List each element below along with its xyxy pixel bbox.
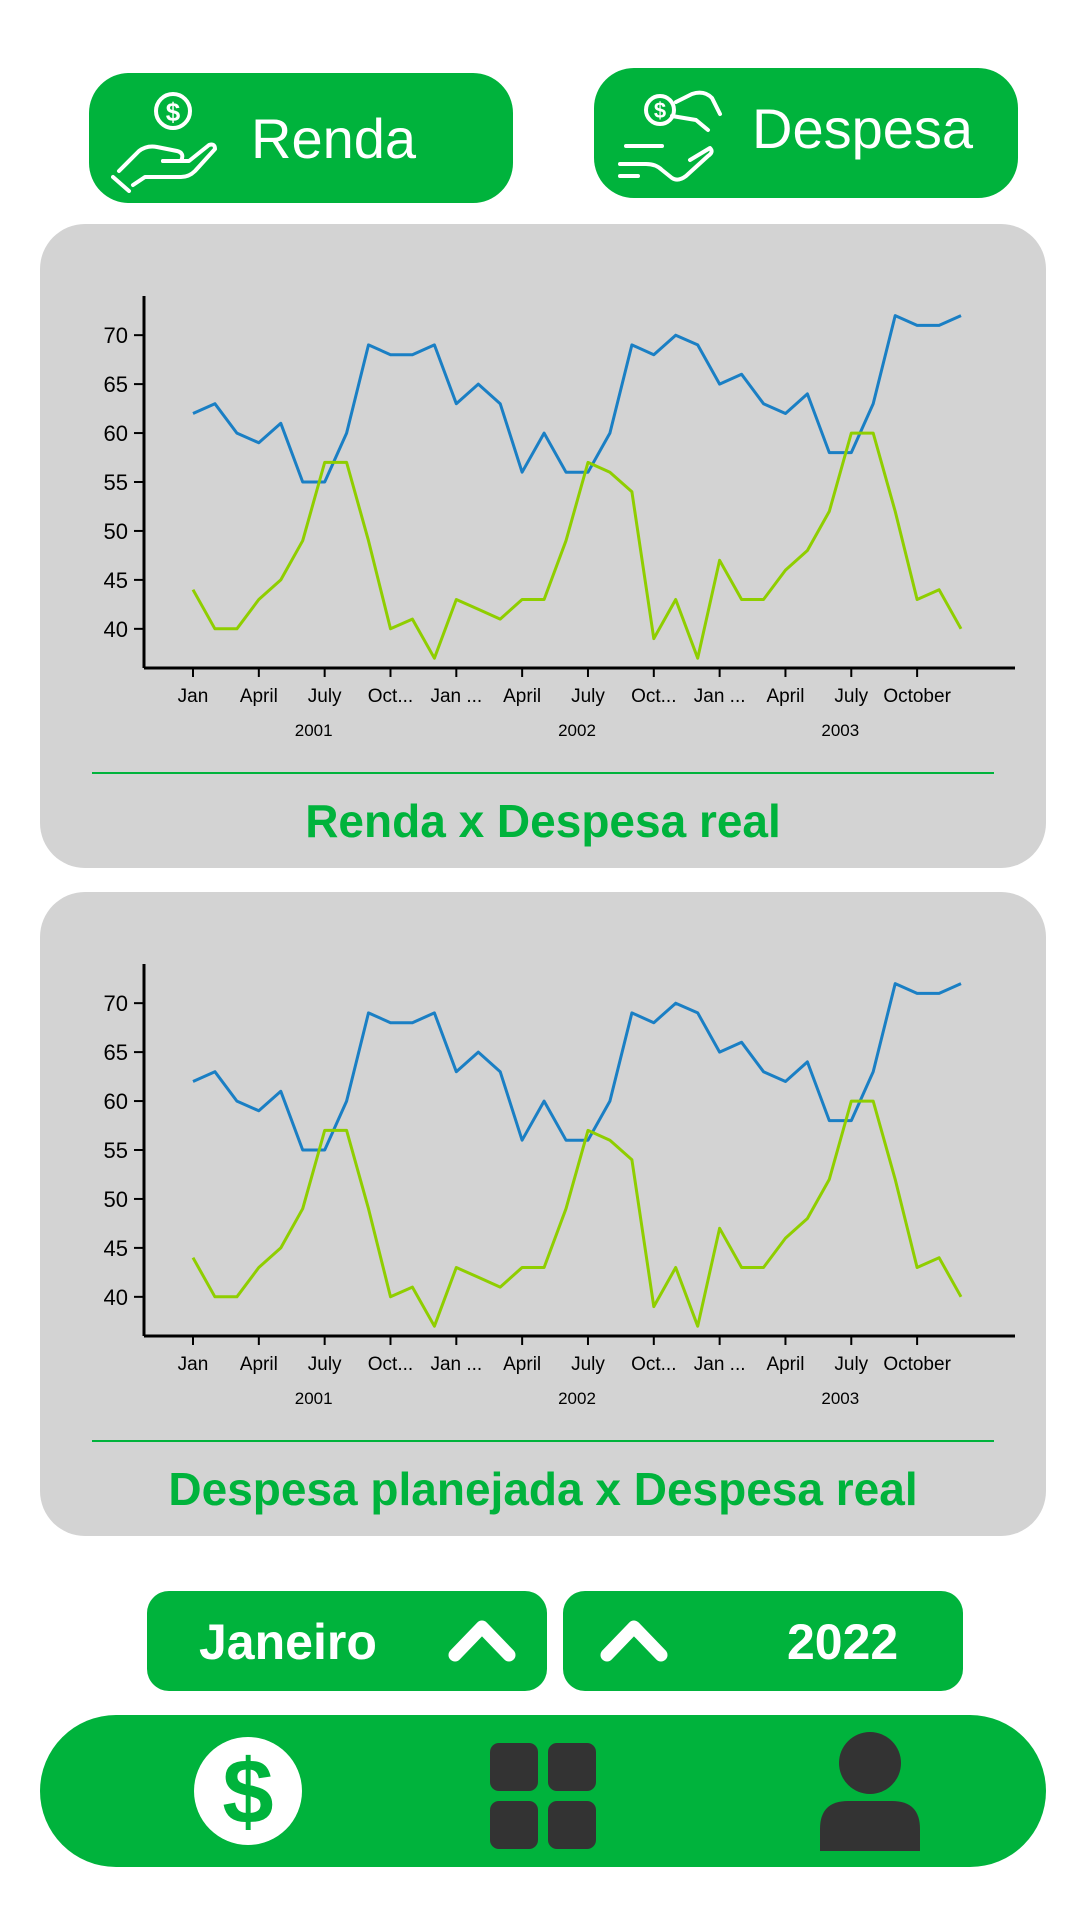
y-tick-label: 60 xyxy=(104,421,128,446)
x-tick-label: July xyxy=(308,1354,342,1375)
y-tick-label: 50 xyxy=(104,519,128,544)
svg-text:$: $ xyxy=(166,97,181,127)
x-tick-label: Oct... xyxy=(631,686,676,707)
x-tick-label: Jan xyxy=(178,1354,209,1375)
x-tick-label: April xyxy=(766,1354,804,1375)
y-tick-label: 45 xyxy=(104,568,128,593)
x-tick-label: Jan xyxy=(178,686,209,707)
line-chart: 40 45 50 55 60 65 70 Jan April July Oct... Jan ... A… xyxy=(104,964,1015,1408)
series-line-1 xyxy=(192,982,962,1152)
dollar-circle-icon[interactable]: $ xyxy=(192,1735,304,1847)
month-value: Janeiro xyxy=(199,1614,377,1670)
chart-card-renda-despesa: 40 45 50 55 60 65 70 Jan April July Oct... Jan ... A… xyxy=(40,224,1046,868)
chevron-up-icon[interactable] xyxy=(599,1615,669,1665)
x-group-label: 2001 xyxy=(295,1389,333,1408)
x-tick-label: April xyxy=(503,1354,541,1375)
chart-title: Despesa planejada x Despesa real xyxy=(168,1463,918,1515)
series-line-2 xyxy=(191,1099,963,1328)
x-tick-label: April xyxy=(240,686,278,707)
grid-icon[interactable] xyxy=(490,1743,596,1849)
y-tick-label: 55 xyxy=(104,470,128,495)
y-tick-label: 65 xyxy=(104,1040,128,1065)
y-tick-label: 65 xyxy=(104,372,128,397)
line-chart: 40 45 50 55 60 65 70 Jan April July Oct... Jan ... A… xyxy=(104,296,1015,740)
x-tick-label: July xyxy=(308,686,342,707)
despesa-button[interactable]: $ Despesa xyxy=(594,68,1018,198)
y-tick-label: 70 xyxy=(104,991,128,1016)
x-tick-label: Jan ... xyxy=(694,686,746,707)
year-selector[interactable]: 2022 xyxy=(563,1591,963,1691)
x-group-label: 2002 xyxy=(558,721,596,740)
chart-title: Renda x Despesa real xyxy=(305,795,781,847)
y-tick-label: 40 xyxy=(104,1285,128,1310)
x-tick-label: April xyxy=(240,1354,278,1375)
x-tick-label: October xyxy=(883,686,951,707)
y-tick-label: 70 xyxy=(104,323,128,348)
x-tick-label: July xyxy=(571,686,605,707)
chart-card-planejada-real: 40 45 50 55 60 65 70 Jan April July Oct... Jan ... A… xyxy=(40,892,1046,1536)
month-selector[interactable]: Janeiro xyxy=(147,1591,547,1691)
x-tick-label: July xyxy=(834,1354,868,1375)
x-tick-label: July xyxy=(834,686,868,707)
x-tick-label: April xyxy=(766,686,804,707)
hand-coin-icon: $ xyxy=(111,92,217,193)
svg-text:$: $ xyxy=(654,98,666,123)
despesa-label: Despesa xyxy=(752,97,974,160)
x-group-label: 2003 xyxy=(821,1389,859,1408)
x-tick-label: October xyxy=(883,1354,951,1375)
x-tick-label: Jan ... xyxy=(430,1354,482,1375)
x-tick-label: Oct... xyxy=(368,686,413,707)
user-icon[interactable] xyxy=(818,1731,922,1851)
y-tick-label: 55 xyxy=(104,1138,128,1163)
renda-button[interactable]: $ Renda xyxy=(89,73,513,203)
x-tick-label: April xyxy=(503,686,541,707)
series-line-2 xyxy=(191,431,963,660)
x-group-label: 2002 xyxy=(558,1389,596,1408)
x-group-label: 2003 xyxy=(821,721,859,740)
renda-label: Renda xyxy=(251,107,417,170)
x-tick-label: Jan ... xyxy=(694,1354,746,1375)
bottom-nav: $ xyxy=(40,1715,1046,1867)
divider xyxy=(92,1440,994,1442)
y-tick-label: 45 xyxy=(104,1236,128,1261)
x-tick-label: July xyxy=(571,1354,605,1375)
x-group-label: 2001 xyxy=(295,721,333,740)
svg-text:$: $ xyxy=(222,1741,273,1843)
year-value: 2022 xyxy=(787,1614,899,1670)
chevron-up-icon[interactable] xyxy=(447,1615,517,1665)
y-tick-label: 60 xyxy=(104,1089,128,1114)
x-tick-label: Jan ... xyxy=(430,686,482,707)
y-tick-label: 50 xyxy=(104,1187,128,1212)
series-line-1 xyxy=(192,314,962,484)
x-tick-label: Oct... xyxy=(368,1354,413,1375)
coin-exchange-hands-icon: $ xyxy=(618,90,722,182)
x-tick-label: Oct... xyxy=(631,1354,676,1375)
y-tick-label: 40 xyxy=(104,617,128,642)
divider xyxy=(92,772,994,774)
